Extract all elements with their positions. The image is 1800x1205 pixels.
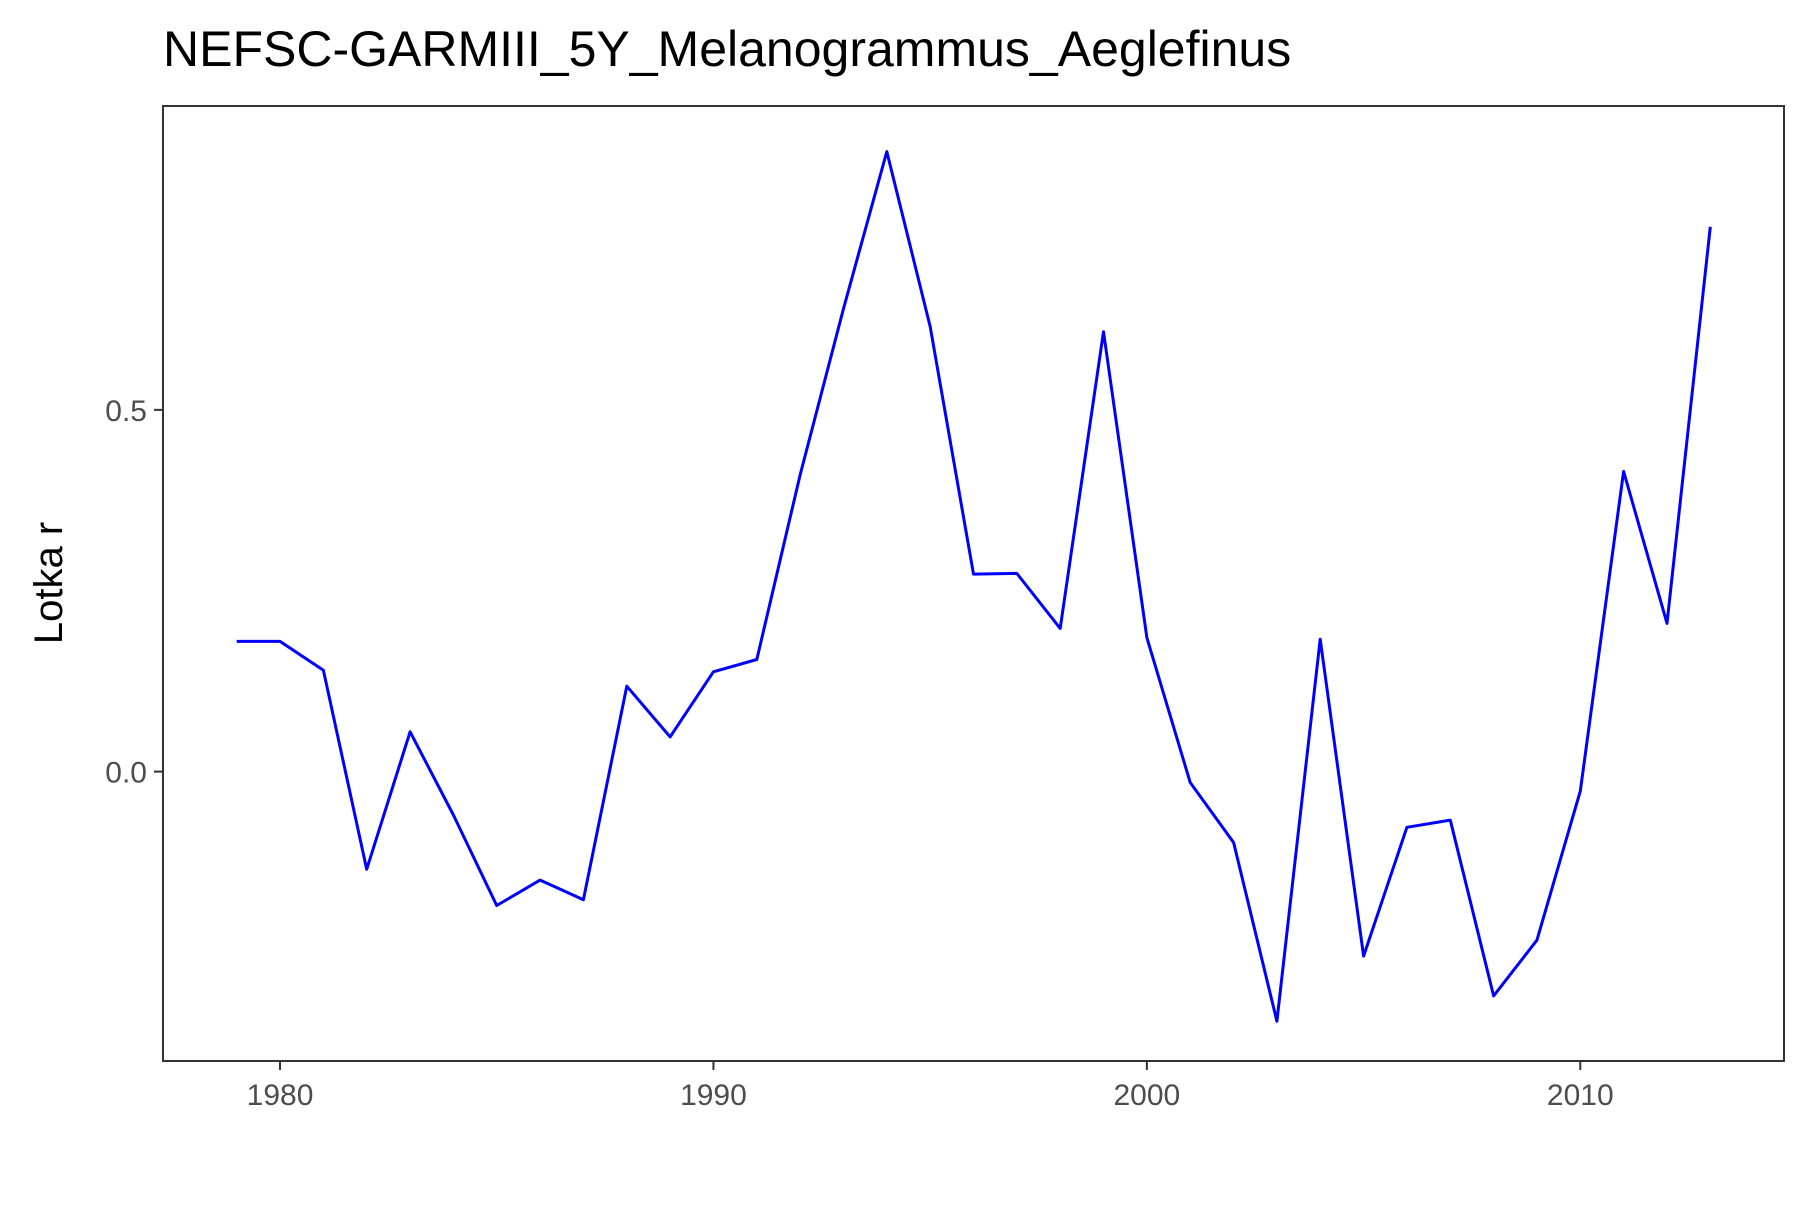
plot-panel (162, 105, 1785, 1062)
y-axis: 0.0 0.5 (105, 395, 163, 790)
y-axis-title: Lotka r (27, 522, 71, 644)
series-line-0 (236, 150, 1712, 1023)
x-tick-label: 2000 (1113, 1079, 1180, 1112)
x-axis: 1980 1990 2000 2010 (247, 1061, 1614, 1112)
y-tick-label: 0.0 (105, 757, 147, 790)
x-tick-label: 1990 (680, 1079, 747, 1112)
y-tick-label: 0.5 (105, 395, 147, 428)
series-lines (236, 150, 1712, 1023)
chart-title: NEFSC-GARMIII_5Y_Melanogrammus_Aeglefinu… (163, 21, 1291, 77)
x-tick-label: 2010 (1547, 1079, 1614, 1112)
x-tick-label: 1980 (247, 1079, 314, 1112)
